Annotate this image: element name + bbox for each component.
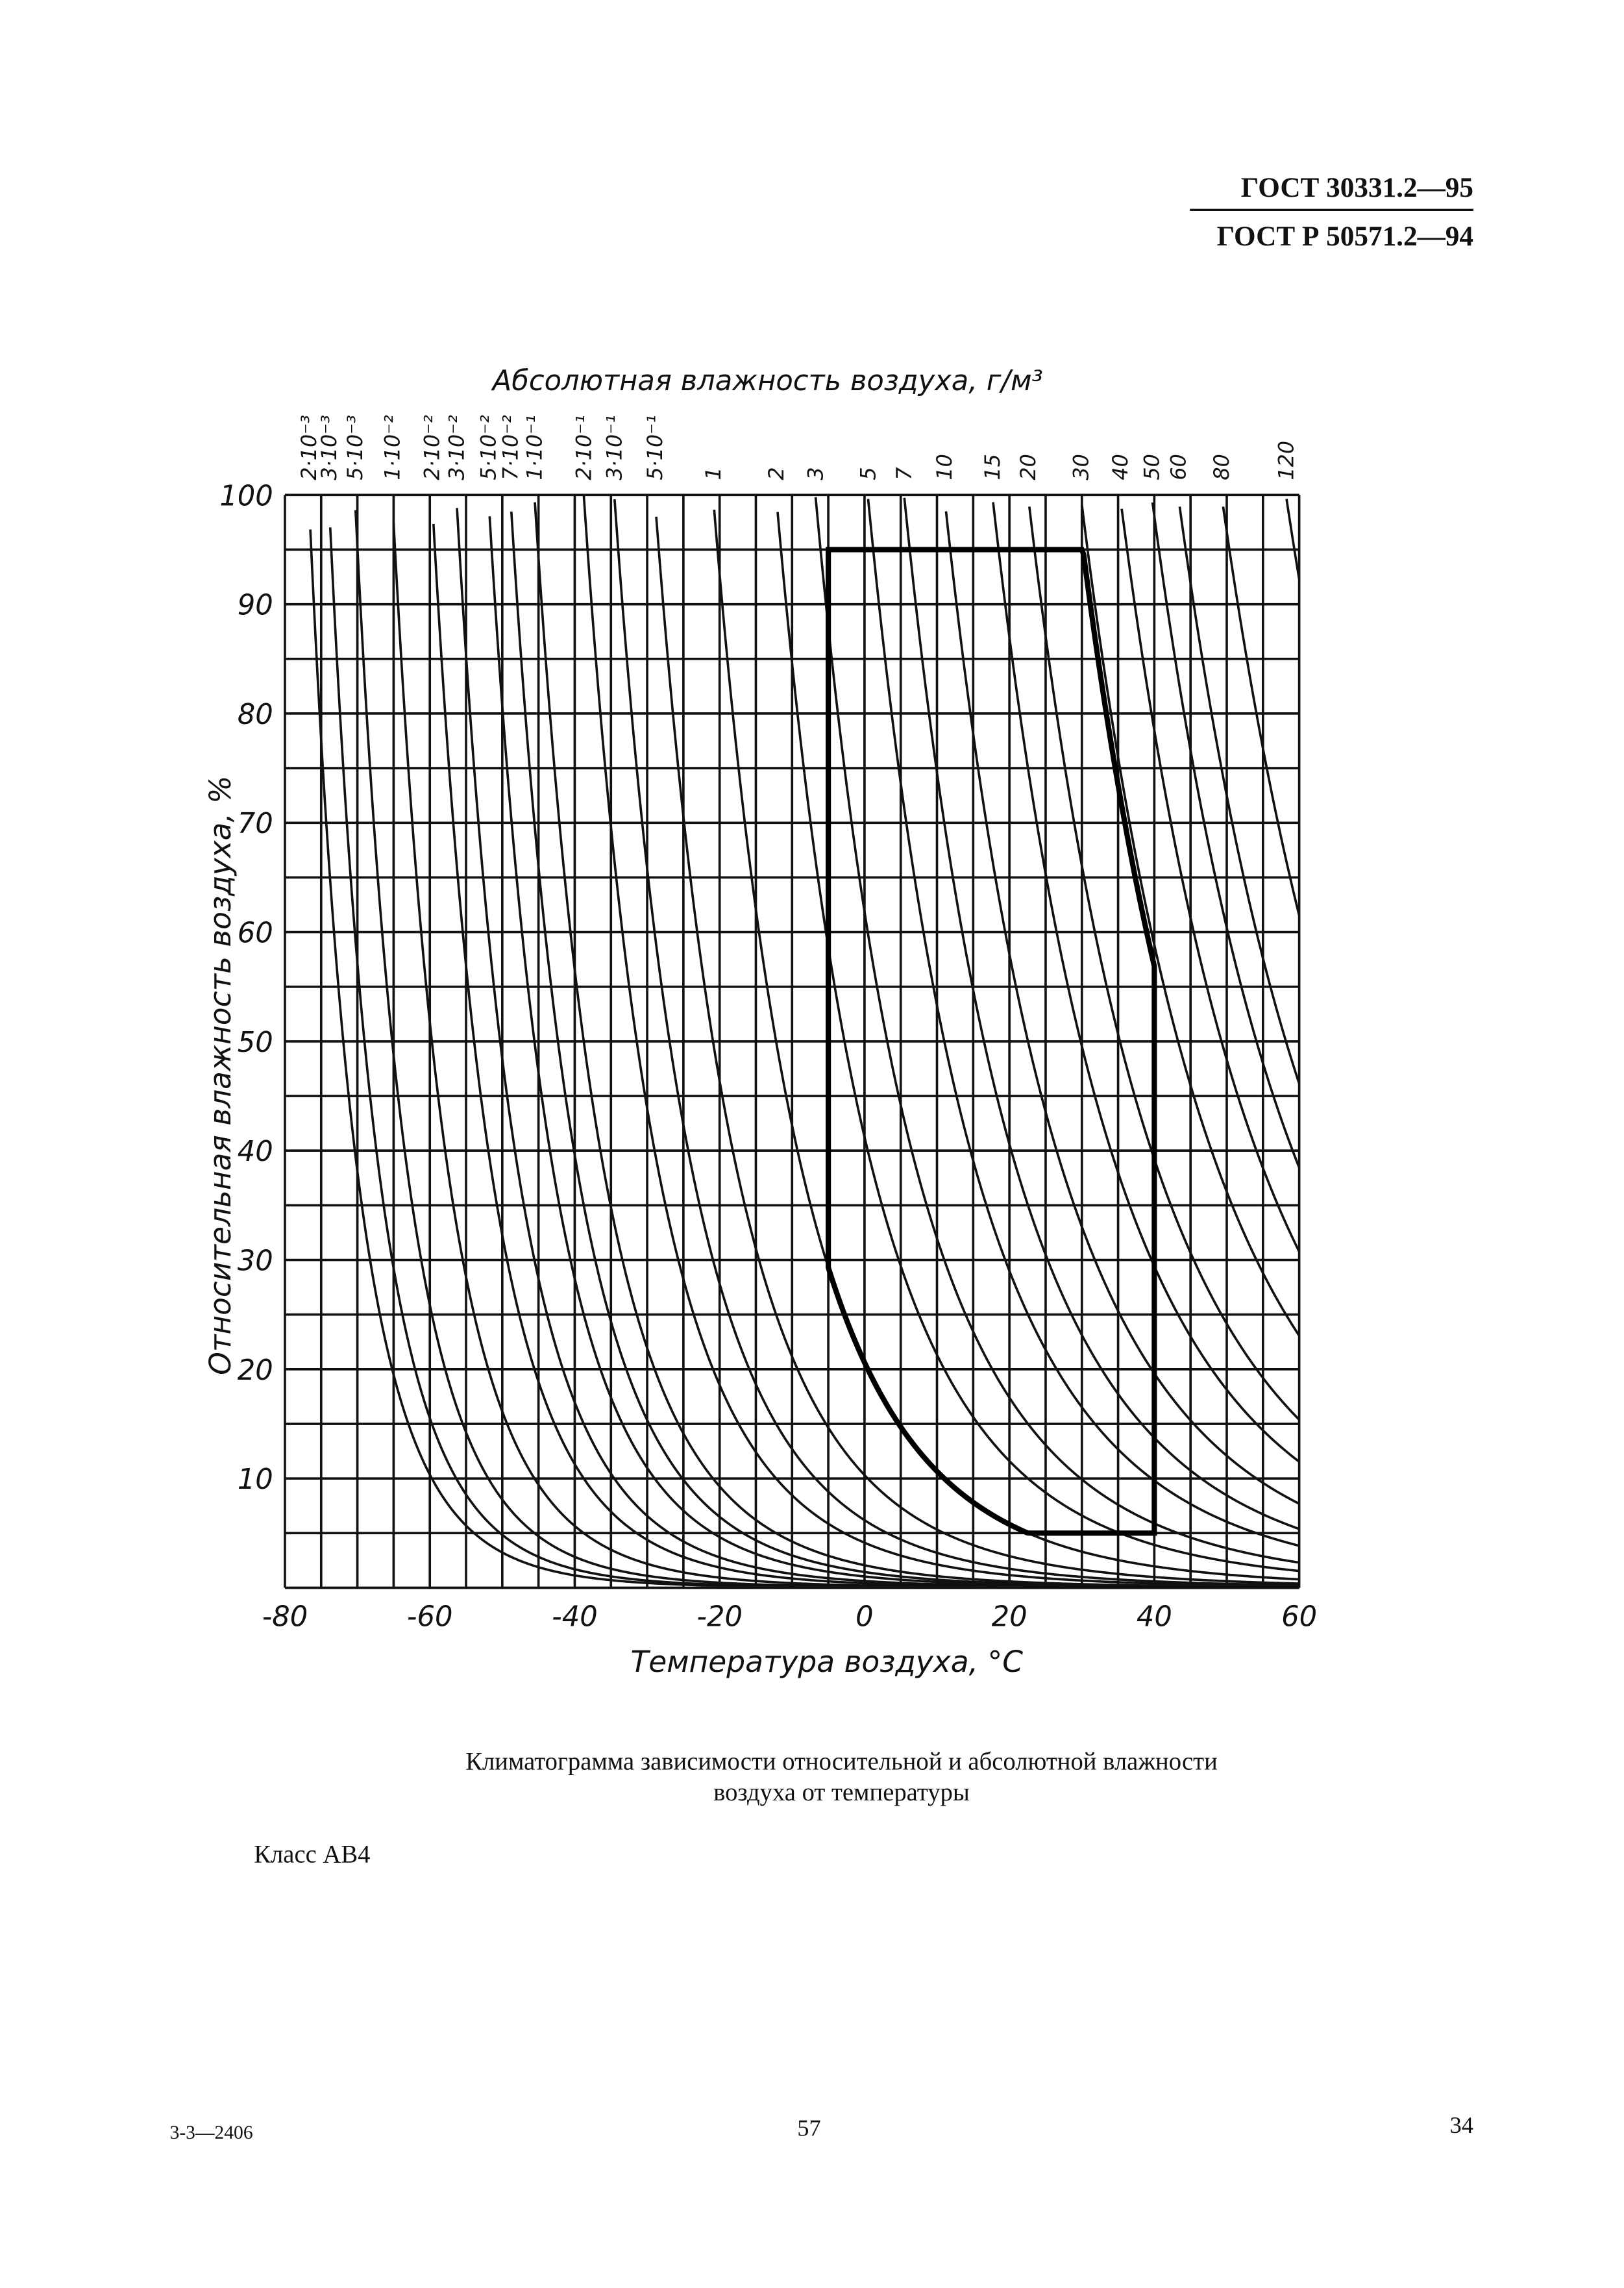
isoline-label: 10 [932,454,957,480]
y-tick-label: 30 [238,1245,273,1277]
isoline-label: 3·10⁻² [444,415,469,480]
x-tick-label: -40 [552,1601,598,1634]
isoline-label: 50 [1139,454,1164,480]
isoline [1080,504,1301,1337]
isoline-label: 2 [764,467,789,480]
isoline-label: 2·10⁻² [420,415,445,480]
y-tick-label: 20 [238,1354,273,1387]
isoline-label: 60 [1166,454,1190,480]
isoline [655,516,1299,1585]
isoline [1028,506,1300,1421]
caption-line: воздуха от температуры [713,1779,970,1806]
class-region [826,547,1157,1536]
footer-right: 34 [1450,2112,1473,2138]
isoline [867,499,1300,1547]
isoline-label: 120 [1274,441,1299,480]
caption-line: Климатограмма зависимости относительной … [465,1748,1218,1775]
isoline [776,512,1299,1573]
isoline-label: 1 [701,467,726,480]
y-axis-title: Относительная влажность воздуха, % [203,776,238,1375]
x-tick-label: -60 [407,1601,453,1634]
isoline [903,497,1300,1530]
footer-page: 57 [797,2115,820,2141]
isoline-label: 7 [892,467,917,480]
isoline [1285,499,1301,580]
x-tick-label: 40 [1137,1601,1172,1634]
y-tick-label: 100 [219,480,273,512]
isoline [1222,506,1301,916]
class-label: Класс АВ4 [254,1841,370,1869]
y-tick-label: 90 [238,590,273,622]
isoline [944,511,1300,1505]
isoline-label: 40 [1108,454,1133,480]
isoline-label: 5·10⁻³ [343,415,367,480]
isoline-label: 5·10⁻¹ [643,415,667,480]
footer-left: 3-3—2406 [170,2122,253,2143]
isoline [1120,508,1301,1252]
isoline-label: 7·10⁻² [498,415,523,480]
isoline-label: 3·10⁻¹ [602,415,627,480]
y-tick-label: 50 [238,1026,273,1059]
isoline-label: 30 [1068,454,1093,480]
x-tick-label: -20 [696,1601,743,1634]
header-line: ГОСТ 30331.2—95 [1241,172,1473,203]
isoline [814,497,1299,1564]
header-line: ГОСТ Р 50571.2—94 [1217,221,1473,252]
isoline [534,502,1299,1589]
isoline-label: 1·10⁻² [380,415,405,480]
y-tick-label: 70 [238,808,273,840]
isoline [1151,502,1301,1169]
isoline-label: 20 [1016,454,1040,480]
isoline [582,495,1299,1587]
isoline-label: 5 [855,467,880,480]
x-axis-title: Температура воздуха, °С [630,1645,1023,1679]
isoline-label: 3 [804,467,828,480]
x-tick-label: 0 [855,1601,874,1634]
isoline [992,502,1300,1463]
y-tick-label: 10 [238,1463,273,1496]
isoline [613,499,1299,1587]
y-tick-label: 80 [238,699,273,731]
isoline-label: 1·10⁻¹ [523,415,547,480]
y-tick-label: 40 [238,1136,273,1168]
isoline-label: 2·10⁻¹ [572,415,597,480]
isoline-label: 2·10⁻³ [297,415,321,480]
y-tick-label: 60 [238,917,273,950]
isoline [1178,506,1301,1084]
chart-title: Абсолютная влажность воздуха, г/м³ [491,365,1043,397]
isoline-label: 5·10⁻² [476,415,501,480]
isoline-label: 15 [980,454,1005,480]
isoline-label: 3·10⁻³ [317,415,341,480]
isoline-label: 80 [1209,454,1234,480]
x-tick-label: 60 [1281,1601,1317,1634]
x-tick-label: 20 [992,1601,1027,1634]
x-tick-label: -80 [262,1601,308,1634]
